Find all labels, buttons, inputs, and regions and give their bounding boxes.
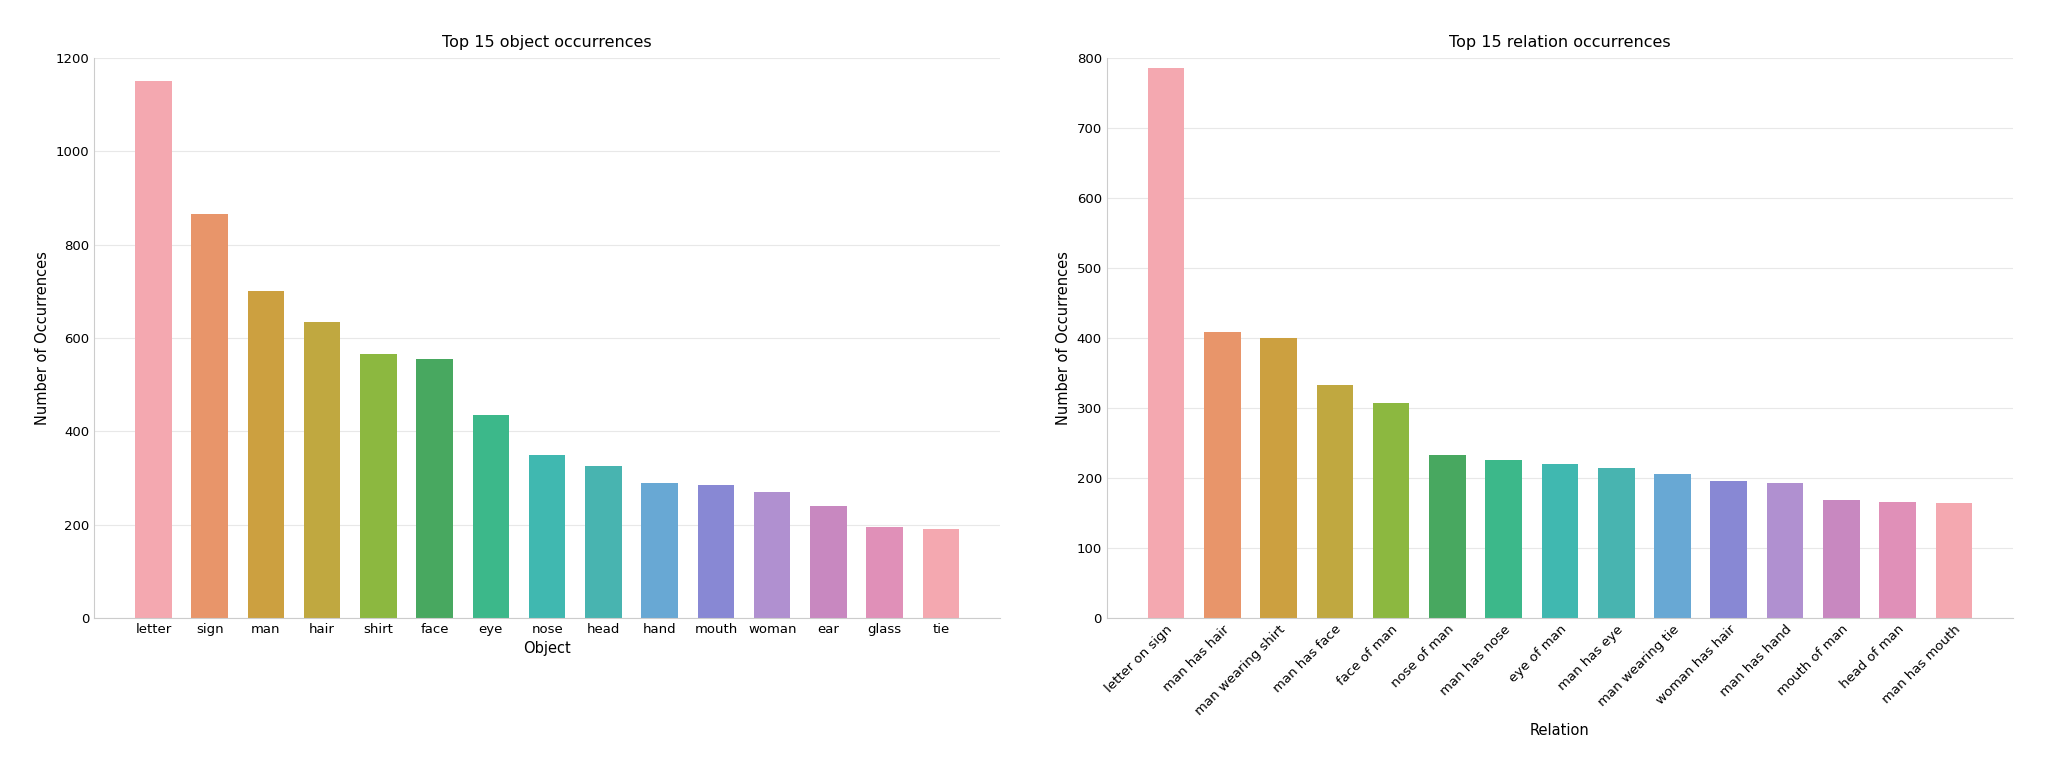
Bar bbox=[135, 81, 172, 618]
X-axis label: Relation: Relation bbox=[1530, 724, 1589, 738]
Bar bbox=[1655, 475, 1692, 618]
Bar bbox=[1317, 385, 1354, 618]
Bar bbox=[416, 359, 453, 618]
Bar bbox=[1935, 503, 1972, 618]
Bar bbox=[1823, 500, 1860, 618]
Bar bbox=[698, 485, 735, 618]
Bar bbox=[1430, 455, 1466, 618]
Bar bbox=[1597, 468, 1634, 618]
Bar bbox=[866, 527, 903, 618]
Bar bbox=[1147, 68, 1184, 618]
Bar bbox=[473, 415, 510, 618]
Bar bbox=[1372, 403, 1409, 618]
Bar bbox=[754, 492, 791, 618]
Bar bbox=[924, 530, 958, 618]
Bar bbox=[1485, 460, 1522, 618]
Bar bbox=[190, 214, 227, 618]
Bar bbox=[303, 322, 340, 618]
Title: Top 15 object occurrences: Top 15 object occurrences bbox=[442, 35, 651, 49]
Bar bbox=[1542, 464, 1579, 618]
Y-axis label: Number of Occurrences: Number of Occurrences bbox=[35, 251, 49, 425]
Bar bbox=[248, 291, 285, 618]
Bar bbox=[641, 482, 678, 618]
Bar bbox=[586, 466, 623, 618]
Title: Top 15 relation occurrences: Top 15 relation occurrences bbox=[1450, 35, 1671, 49]
Bar bbox=[1710, 482, 1747, 618]
Bar bbox=[360, 354, 397, 618]
Bar bbox=[1204, 332, 1241, 618]
X-axis label: Object: Object bbox=[524, 642, 571, 656]
Bar bbox=[811, 506, 846, 618]
Bar bbox=[1767, 483, 1804, 618]
Bar bbox=[1880, 502, 1915, 618]
Y-axis label: Number of Occurrences: Number of Occurrences bbox=[1057, 251, 1071, 425]
Bar bbox=[1260, 338, 1296, 618]
Bar bbox=[528, 455, 565, 618]
